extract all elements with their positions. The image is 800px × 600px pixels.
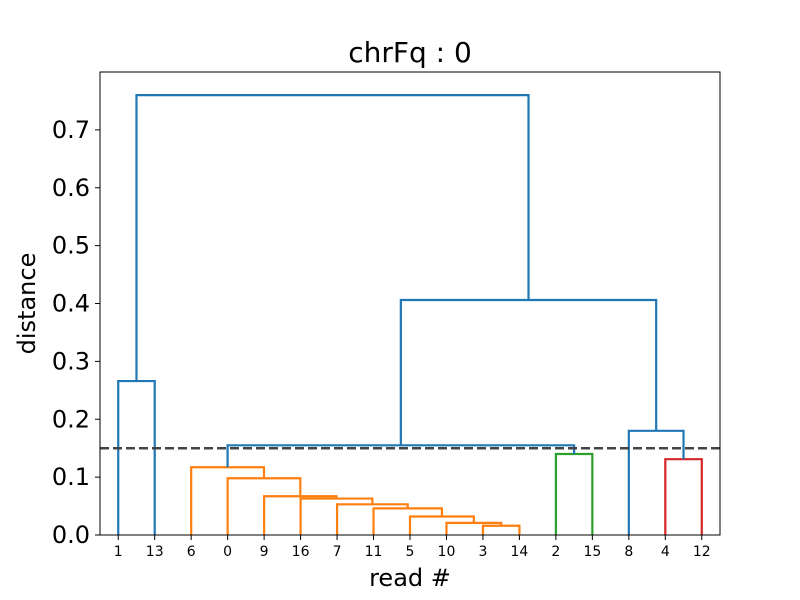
dendrogram-link [299,497,374,535]
x-axis-title: read # [369,564,451,592]
dendrogram-link [372,507,444,535]
dendrogram-links [117,94,703,535]
leaf-label: 12 [693,544,711,560]
dendrogram-link [226,444,576,468]
leaf-label: 11 [365,544,383,560]
y-tick-label: 0.2 [52,405,90,433]
y-axis: 0.0 0.1 0.2 0.3 0.4 0.5 0.6 0.7 [52,116,100,549]
dendrogram-link [226,477,302,535]
dendrogram-link [408,515,475,535]
dendrogram-link [117,379,156,535]
leaf-label: 16 [292,544,310,560]
dendrogram-link [481,524,521,535]
y-tick-label: 0.1 [52,463,90,491]
leaf-label: 5 [406,544,415,560]
y-tick-label: 0.7 [52,116,90,144]
y-tick-label: 0.5 [52,232,90,260]
leaf-label: 9 [260,544,269,560]
chart-title: chrFq : 0 [348,36,472,69]
y-tick-label: 0.0 [52,521,90,549]
x-axis: 1 13 6 0 9 16 7 11 5 10 3 14 2 15 8 4 12 [114,535,711,560]
leaf-label: 8 [624,544,633,560]
leaf-label: 13 [146,544,164,560]
dendrogram-link [664,458,703,535]
dendrogram-link [554,452,594,535]
y-tick-label: 0.6 [52,174,90,202]
leaf-label: 4 [661,544,670,560]
leaf-label: 1 [114,544,123,560]
leaf-label: 3 [478,544,487,560]
dendrogram-link [135,94,530,382]
leaf-label: 14 [510,544,528,560]
plot-frame [99,71,721,536]
leaf-label: 0 [223,544,232,560]
y-tick-label: 0.4 [52,290,90,318]
leaf-label: 7 [333,544,342,560]
leaf-label: 2 [551,544,560,560]
dendrogram-link [399,298,658,446]
dendrogram-link [263,495,338,535]
leaf-label: 15 [583,544,601,560]
y-tick-label: 0.3 [52,347,90,375]
leaf-label: 6 [187,544,196,560]
y-axis-title: distance [13,253,41,355]
leaf-label: 10 [438,544,456,560]
dendrogram-link [627,429,685,535]
